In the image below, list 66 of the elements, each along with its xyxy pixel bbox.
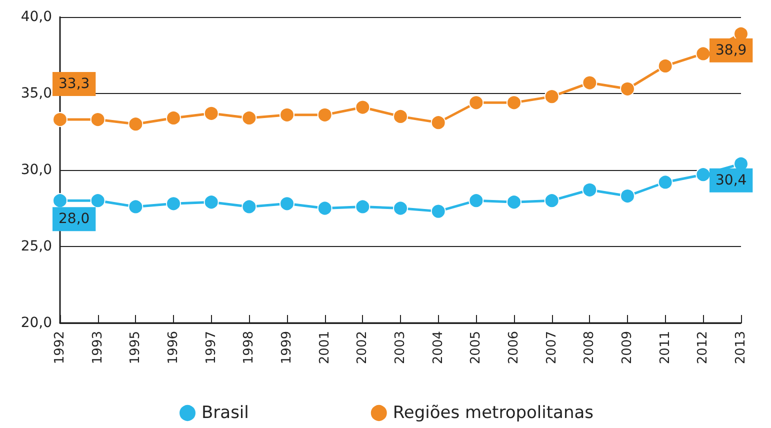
- point: [506, 95, 522, 110]
- y-tick-label: 25,0: [20, 238, 52, 254]
- point: [52, 112, 68, 128]
- data-label: 30,4: [716, 172, 747, 188]
- x-tick-label: 1996: [166, 331, 181, 364]
- point: [620, 81, 635, 96]
- data-label: 33,3: [58, 76, 90, 92]
- point: [658, 174, 673, 190]
- x-tick-label: 1998: [242, 331, 257, 364]
- point: [658, 58, 673, 74]
- point: [544, 193, 560, 208]
- x-tick-label: 2004: [430, 331, 446, 364]
- point: [317, 107, 332, 122]
- x-tick-label: 1995: [128, 331, 144, 364]
- point: [355, 199, 370, 214]
- x-tick-label: 2013: [734, 331, 748, 364]
- y-tick-label: 30,0: [20, 162, 52, 178]
- x-tick-label: 2011: [658, 331, 673, 364]
- point: [90, 193, 106, 208]
- point: [166, 196, 181, 212]
- legend-label: Regiões metropolitanas: [392, 403, 594, 423]
- x-tick-label: 1997: [204, 331, 219, 364]
- point: [620, 188, 635, 204]
- point: [696, 46, 711, 62]
- y-tick-label: 35,0: [20, 86, 52, 102]
- x-tick-label: 2001: [317, 331, 332, 364]
- x-tick-label: 2008: [582, 331, 598, 364]
- y-tick-label: 20,0: [20, 315, 52, 331]
- point: [582, 75, 598, 90]
- point: [696, 167, 711, 182]
- point: [52, 193, 68, 208]
- point: [128, 116, 144, 132]
- point: [204, 106, 219, 121]
- x-tick-label: 1992: [52, 331, 68, 364]
- data-label: 28,0: [58, 211, 90, 228]
- x-tick-label: 2012: [696, 331, 711, 364]
- point: [166, 110, 181, 126]
- x-tick-label: 2002: [355, 331, 370, 364]
- point: [393, 108, 408, 124]
- point: [90, 112, 106, 128]
- x-tick-label: 2006: [506, 331, 522, 364]
- point: [128, 199, 144, 214]
- point: [317, 200, 332, 216]
- point: [204, 194, 219, 210]
- point: [280, 196, 294, 212]
- point: [506, 194, 522, 210]
- point: [582, 182, 598, 198]
- point: [393, 200, 408, 216]
- x-tick-label: 2009: [620, 331, 635, 364]
- point: [355, 100, 370, 115]
- point: [280, 107, 294, 122]
- x-tick-label: 2005: [468, 331, 484, 364]
- legend-label: Brasil: [202, 403, 249, 423]
- point: [430, 115, 446, 130]
- x-tick-label: 2007: [544, 331, 560, 364]
- point: [430, 204, 446, 219]
- x-tick-label: 2003: [393, 331, 408, 364]
- point: [544, 89, 560, 104]
- point: [468, 193, 484, 208]
- point: [468, 95, 484, 110]
- point: [242, 110, 257, 126]
- x-tick-label: 1999: [280, 331, 294, 364]
- x-tick-label: 1993: [90, 331, 106, 364]
- point: [242, 199, 257, 214]
- data-label: 38,9: [716, 42, 747, 58]
- y-tick-label: 40,0: [20, 9, 52, 25]
